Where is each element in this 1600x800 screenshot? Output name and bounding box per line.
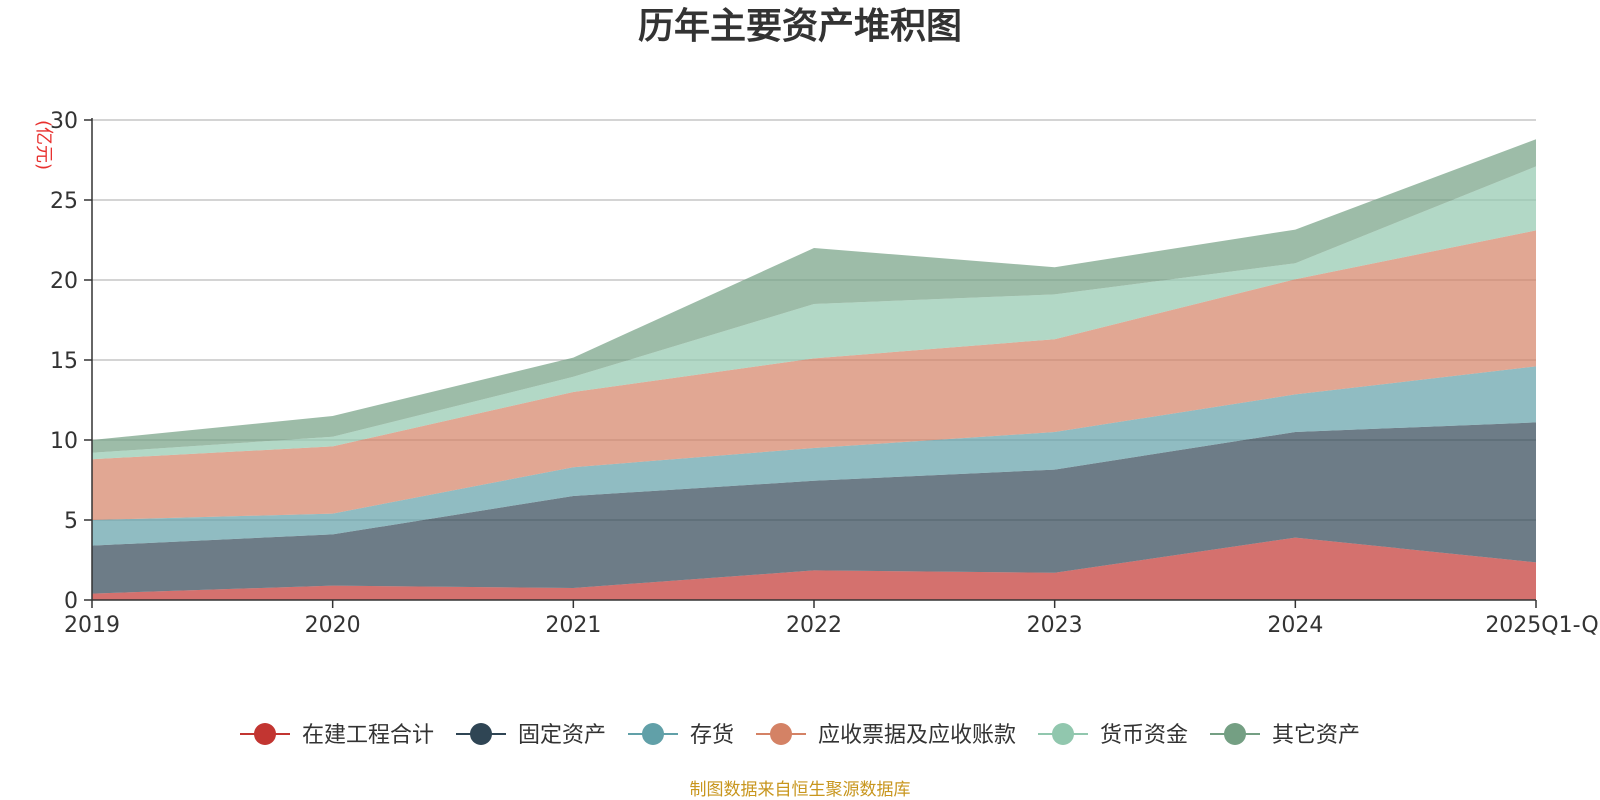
y-tick-label: 30 xyxy=(50,109,78,134)
legend-marker xyxy=(642,723,664,745)
legend-item-3: 存货 xyxy=(628,723,734,748)
legend-item-6: 其它资产 xyxy=(1210,723,1360,748)
area-series-group xyxy=(92,139,1536,600)
legend-label: 固定资产 xyxy=(518,723,606,748)
legend-marker xyxy=(254,723,276,745)
data-source-note: 制图数据来自恒生聚源数据库 xyxy=(690,780,911,800)
legend-label: 货币资金 xyxy=(1100,723,1188,748)
area-series-5 xyxy=(92,166,1536,460)
y-tick-label: 10 xyxy=(50,429,78,454)
legend-label: 其它资产 xyxy=(1272,723,1360,748)
area-series-4 xyxy=(92,230,1536,520)
axes: 0 5 10 15 20 25 30 2019 2020 2021 2022 2023 2024 2025… xyxy=(50,109,1600,638)
x-tick-label: 2021 xyxy=(545,613,601,638)
area-series-2 xyxy=(92,422,1536,594)
x-tick-label: 2023 xyxy=(1027,613,1083,638)
y-axis-unit-label: (亿元) xyxy=(33,120,54,170)
legend-marker xyxy=(770,723,792,745)
area-series-6 xyxy=(92,139,1536,453)
area-series-3 xyxy=(92,366,1536,546)
legend-marker xyxy=(1052,723,1074,745)
y-tick-label: 0 xyxy=(64,589,78,614)
x-tick-label: 2024 xyxy=(1267,613,1323,638)
y-tick-label: 5 xyxy=(64,509,78,534)
legend-item-5: 货币资金 xyxy=(1038,723,1188,748)
legend-item-1: 在建工程合计 xyxy=(240,723,434,748)
legend-item-2: 固定资产 xyxy=(456,723,606,748)
y-tick-label: 20 xyxy=(50,269,78,294)
legend-label: 存货 xyxy=(690,723,734,748)
legend-marker xyxy=(470,723,492,745)
legend-marker xyxy=(1224,723,1246,745)
x-tick-label: 2019 xyxy=(64,613,120,638)
x-tick-label: 2022 xyxy=(786,613,842,638)
area-series-1 xyxy=(92,537,1536,600)
legend: 在建工程合计 固定资产 存货 应收票据及应收账款 货币资金 其它资产 xyxy=(240,723,1360,748)
x-tick-label: 2025Q1-Q3 xyxy=(1485,613,1600,638)
legend-label: 在建工程合计 xyxy=(302,723,434,748)
chart-title: 历年主要资产堆积图 xyxy=(638,6,962,47)
y-tick-label: 15 xyxy=(50,349,78,374)
x-tick-label: 2020 xyxy=(305,613,361,638)
y-tick-label: 25 xyxy=(50,189,78,214)
legend-label: 应收票据及应收账款 xyxy=(818,723,1016,748)
legend-item-4: 应收票据及应收账款 xyxy=(756,723,1016,748)
